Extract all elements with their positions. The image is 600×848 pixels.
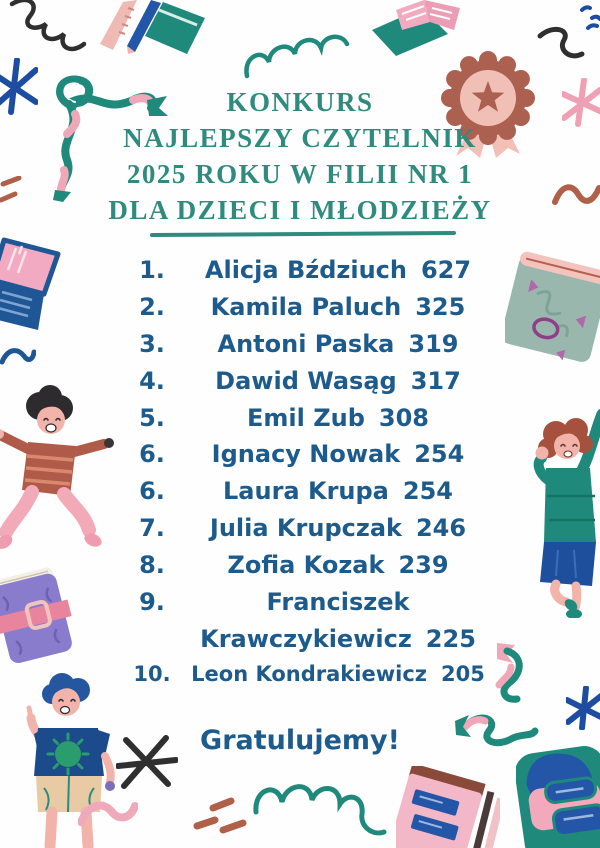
reader-name: Emil Zub	[247, 403, 365, 432]
reader-name: Julia Krupczak	[209, 514, 402, 543]
black-asterisk-icon	[116, 730, 178, 794]
brown-dashes-bottom-icon	[193, 796, 247, 836]
blue-asterisk-bottom-icon	[566, 686, 600, 730]
stationery-stack-icon	[95, 0, 207, 54]
ranking-list: 1. Alicja Bździuch 627 2. Kamila Paluch 32…	[122, 256, 494, 699]
blue-tilde-icon	[0, 342, 36, 370]
reader-name: Alicja Bździuch	[204, 256, 407, 284]
books-count: 325	[415, 292, 466, 321]
list-item: 4. Dawid Wasąg 317	[122, 367, 494, 404]
books-count: 239	[398, 551, 449, 580]
reader-name: Kamila Paluch	[210, 292, 402, 321]
purple-journal-icon	[0, 562, 76, 668]
rank-number: 7.	[139, 514, 165, 543]
rank-number: 3.	[139, 329, 165, 358]
books-count: 225	[425, 624, 476, 653]
storybook-icon	[505, 250, 600, 366]
books-count: 317	[410, 366, 461, 395]
rank-number: 4.	[139, 366, 165, 395]
teal-wave-icon	[243, 30, 358, 85]
ribbon-curl-icon	[45, 70, 173, 202]
rank-number: 6.	[139, 477, 165, 506]
reader-name: Ignacy Nowak	[211, 440, 401, 469]
books-count: 254	[402, 477, 453, 506]
blue-dots-icon	[578, 4, 600, 34]
rank-number: 10.	[133, 661, 171, 686]
books-count: 246	[415, 514, 467, 543]
jumping-girl-illustration	[528, 400, 600, 618]
black-scribble-icon	[2, 0, 92, 58]
books-count: 308	[378, 403, 429, 432]
list-item-continued: Krawczykiewicz 225	[122, 625, 494, 662]
pink-notebook-icon	[396, 766, 500, 848]
teal-loop-wave-icon	[252, 778, 410, 848]
list-item: 5. Emil Zub 308	[122, 404, 494, 441]
title-line-2: NAJLEPSZY CZYTELNIK	[123, 123, 477, 153]
list-item: 7. Julia Krupczak 246	[122, 514, 494, 551]
list-item: 6. Ignacy Nowak 254	[122, 440, 494, 477]
ribbon-curl-bottom-icon	[455, 643, 550, 761]
rank-number: 6.	[139, 440, 165, 469]
title-underline	[149, 230, 457, 238]
poster-title: KONKURS NAJLEPSZY CZYTELNIK 2025 ROKU W …	[0, 84, 600, 228]
title-line-4: DLA DZIECI I MŁODZIEŻY	[108, 195, 492, 225]
jumping-boy-illustration	[0, 384, 118, 564]
reader-name: Antoni Paska	[217, 329, 395, 358]
reader-name: Leon Kondrakiewicz	[191, 661, 427, 686]
rank-number: 1.	[139, 256, 165, 284]
books-count: 254	[414, 440, 465, 469]
books-count: 205	[441, 661, 485, 686]
pink-tilde-icon	[78, 796, 138, 832]
pointing-boy-illustration	[4, 670, 134, 848]
pink-asterisk-icon	[562, 78, 600, 128]
black-squiggle-icon	[536, 26, 588, 64]
reader-name: Zofia Kozak	[227, 551, 385, 580]
reader-name: Laura Krupa	[223, 477, 389, 506]
blue-asterisk-icon	[0, 58, 38, 116]
reader-name: Franciszek	[266, 588, 410, 617]
rank-number: 5.	[139, 403, 165, 432]
title-line-1: KONKURS	[226, 87, 374, 117]
laptop-icon	[0, 236, 72, 336]
reader-name: Dawid Wasąg	[215, 366, 397, 395]
books-count: 319	[408, 329, 459, 358]
title-line-3: 2025 ROKU W FILII NR 1	[126, 159, 474, 189]
list-item: 9. Franciszek	[122, 588, 494, 625]
list-item: 1. Alicja Bździuch 627	[122, 256, 494, 293]
open-book-icon	[366, 0, 468, 58]
list-item: 10. Leon Kondrakiewicz 205	[122, 662, 494, 699]
award-medal-icon	[438, 44, 538, 162]
list-item: 2. Kamila Paluch 325	[122, 293, 494, 330]
reader-name: Krawczykiewicz	[200, 624, 412, 653]
rank-number: 9.	[139, 588, 165, 617]
list-item: 6. Laura Krupa 254	[122, 477, 494, 514]
list-item: 3. Antoni Paska 319	[122, 330, 494, 367]
books-count: 627	[420, 256, 472, 284]
congratulations-text: Gratulujemy!	[200, 725, 400, 756]
rank-number: 2.	[139, 292, 165, 321]
rank-number: 8.	[139, 551, 165, 580]
brown-dashes-icon	[0, 176, 28, 206]
list-item: 8. Zofia Kozak 239	[122, 551, 494, 588]
backpack-icon	[516, 740, 600, 848]
brown-wave-icon	[552, 178, 600, 212]
